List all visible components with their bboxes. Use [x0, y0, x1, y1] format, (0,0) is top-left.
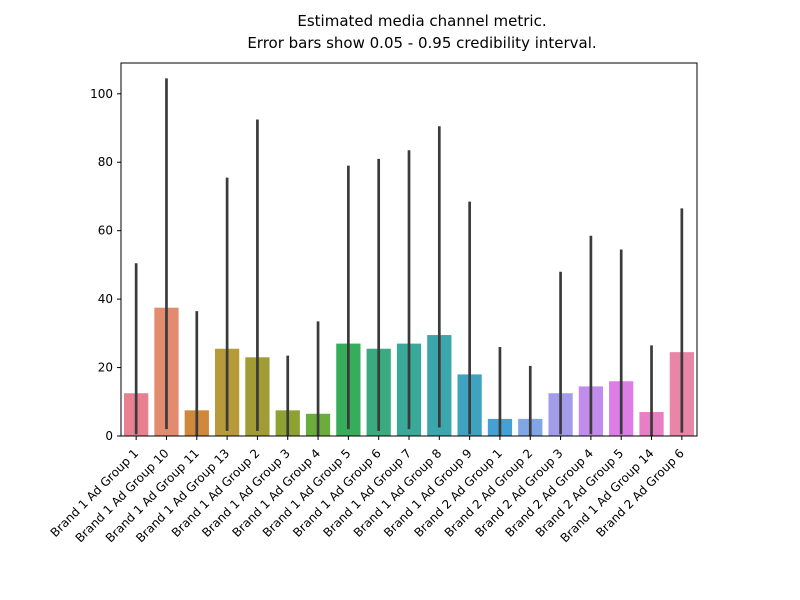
chart-title-line-2: Error bars show 0.05 - 0.95 credibility …: [247, 34, 596, 52]
y-tick-label: 80: [98, 155, 113, 169]
y-tick-label: 100: [90, 87, 113, 101]
error-bars-group: [134, 78, 684, 436]
y-tick-label: 40: [98, 292, 113, 306]
y-tick-label: 20: [98, 361, 113, 375]
y-tick-label: 0: [105, 429, 113, 443]
y-tick-label: 60: [98, 224, 113, 238]
chart-title: Estimated media channel metric. Error ba…: [247, 12, 596, 52]
chart-title-line-1: Estimated media channel metric.: [297, 12, 546, 30]
y-axis: 0 20 40 60 80 100: [90, 87, 121, 443]
plot-frame: [120, 62, 698, 437]
